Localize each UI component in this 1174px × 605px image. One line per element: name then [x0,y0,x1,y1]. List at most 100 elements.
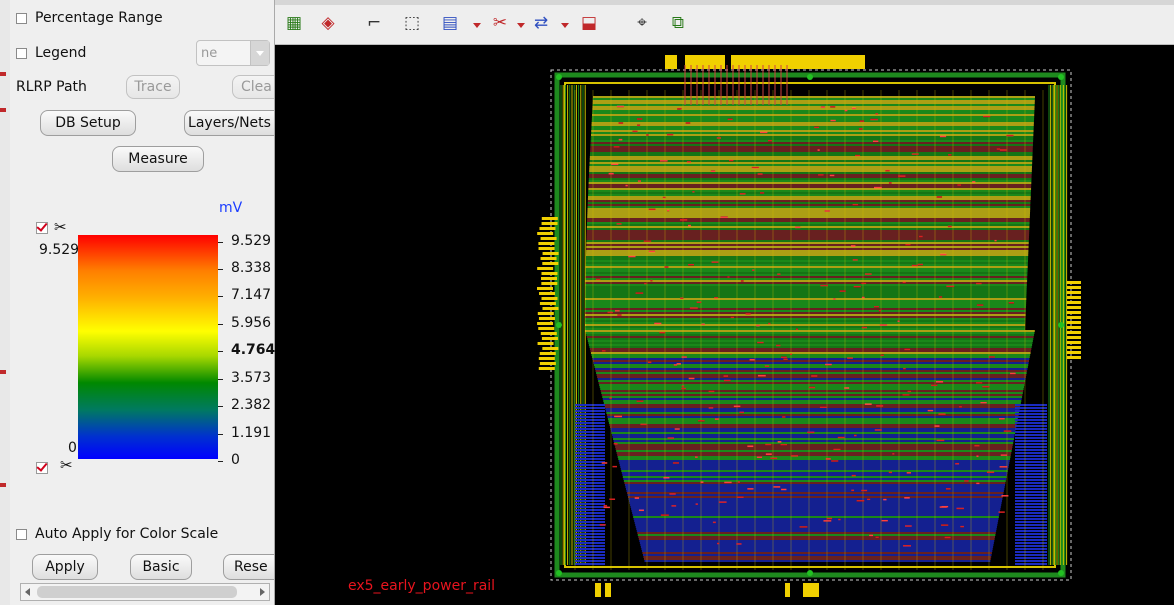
highlight-icon[interactable]: ◈ [321,13,335,33]
panel-horizontal-scrollbar[interactable] [20,583,270,601]
ir-drop-hotspot [1008,302,1014,304]
ir-drop-hotspot [737,481,740,483]
ir-drop-hotspot [878,309,881,312]
ir-drop-hotspot [872,140,879,143]
ir-drop-hotspot [892,452,895,455]
io-pin [541,272,558,275]
ir-drop-hotspot [903,544,912,547]
ir-drop-hotspot [956,507,964,510]
region-icon[interactable]: ▤ [441,13,459,33]
clear-button[interactable]: Clea [232,75,274,99]
ir-drop-hotspot [818,174,824,176]
ir-drop-hotspot [667,437,675,439]
db-setup-button[interactable]: DB Setup [40,110,136,136]
chevron-down-icon[interactable] [517,23,525,28]
ir-drop-hotspot [613,146,620,148]
ir-drop-hotspot [976,482,980,485]
query-icon[interactable]: ⌖ [637,13,647,33]
add-net-icon[interactable]: ▦ [285,13,303,33]
io-pin [538,357,555,360]
stretch-icon[interactable]: ⇄ [533,13,549,33]
ir-drop-hotspot [764,365,770,367]
ir-drop-hotspot [945,488,951,490]
ir-drop-hotspot [861,326,868,329]
color-scale-bar[interactable] [78,235,218,459]
ir-drop-hotspot [974,444,980,447]
ir-drop-hotspot [874,306,880,308]
layers-nets-button[interactable]: Layers/Nets [184,110,274,136]
toolbar-top-strip [275,0,1174,5]
ir-drop-hotspot [986,471,995,474]
ir-drop-hotspot [756,456,763,458]
apply-button[interactable]: Apply [32,554,98,580]
auto-apply-option[interactable]: Auto Apply for Color Scale [16,526,218,542]
ir-drop-hotspot [720,216,728,218]
io-pin [1067,311,1081,314]
ir-drop-hotspot [902,281,906,284]
percentage-range-label: Percentage Range [35,10,163,26]
ir-drop-hotspot [696,301,702,304]
percentage-range-checkbox[interactable] [16,12,27,24]
legend-checkbox[interactable] [16,47,27,59]
percentage-range-option[interactable]: Percentage Range [16,10,163,26]
auto-apply-checkbox[interactable] [16,528,27,540]
ir-drop-hotspot [903,367,906,370]
ir-drop-hotspot [999,149,1007,151]
ir-drop-hotspot [648,250,656,253]
cut-icon[interactable]: ✂ [492,13,508,33]
move-icon[interactable]: ⬓ [580,13,598,33]
measure-button[interactable]: Measure [112,146,204,172]
unit-label: mV [219,200,243,216]
scissors-icon[interactable]: ✂ [54,218,67,236]
io-pin [537,287,554,290]
ir-drop-hotspot [727,276,730,278]
ir-drop-hotspot [712,521,716,524]
power-rail-layout[interactable] [275,45,1174,605]
scissors-icon[interactable]: ✂ [60,456,73,474]
scroll-left-icon[interactable] [25,588,30,596]
probe-icon[interactable]: ⌐ [366,13,382,33]
ir-drop-hotspot [904,525,912,527]
io-pin [803,583,819,597]
scroll-right-icon[interactable] [260,588,265,596]
ir-drop-hotspot [844,109,848,112]
scale-tick [218,296,223,297]
chevron-down-icon[interactable] [561,23,569,28]
ir-drop-hotspot [820,284,828,287]
ir-drop-hotspot [875,536,879,538]
legend-combo[interactable]: ne [196,40,270,66]
ir-drop-hotspot [830,105,836,108]
ir-drop-hotspot [864,273,872,275]
io-pin [539,362,556,365]
ir-drop-hotspot [907,390,912,393]
legend-option[interactable]: Legend [16,45,86,61]
ir-drop-hotspot [980,401,987,404]
ir-drop-hotspot [628,255,636,258]
ir-drop-hotspot [739,193,746,195]
reset-button[interactable]: Rese [223,554,274,580]
max-limit-checkbox[interactable] [36,222,48,234]
trace-button[interactable]: Trace [126,75,180,99]
auto-apply-label: Auto Apply for Color Scale [35,526,219,542]
ir-drop-hotspot [681,356,687,358]
scale-label: 9.529 [231,233,272,249]
ir-drop-hotspot [880,354,884,356]
layout-canvas[interactable] [275,45,1174,605]
chevron-down-icon[interactable] [250,41,269,65]
flight-line-icon[interactable]: ⧉ [671,13,685,33]
ir-drop-hotspot [740,280,744,282]
min-limit-checkbox[interactable] [36,462,48,474]
basic-button[interactable]: Basic [130,554,192,580]
ir-drop-hotspot [663,476,670,479]
io-pin [540,257,557,260]
scale-max-value: 9.529 [39,242,80,258]
select-arrow-icon[interactable]: ⬚ [403,13,421,33]
chevron-down-icon[interactable] [473,23,481,28]
ir-drop-hotspot [989,356,995,358]
scale-label: 1.191 [231,425,272,441]
ir-drop-hotspot [799,526,808,528]
scrollbar-thumb[interactable] [37,586,237,598]
ir-drop-hotspot [773,486,781,488]
ir-drop-hotspot [646,134,649,136]
scale-tick [218,324,223,325]
